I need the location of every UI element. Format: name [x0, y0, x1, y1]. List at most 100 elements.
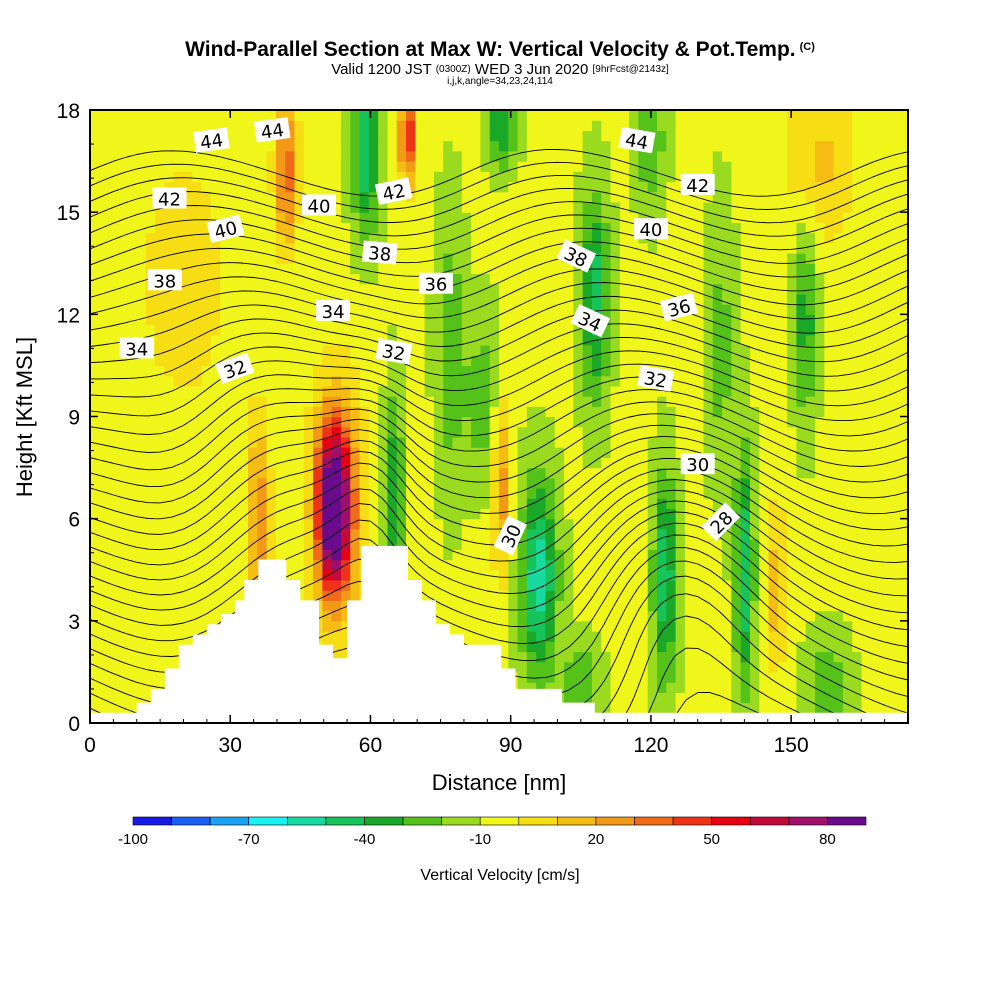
velocity-cell: [591, 620, 602, 632]
velocity-cell: [666, 344, 677, 356]
velocity-cell: [275, 334, 286, 346]
velocity-cell: [331, 375, 342, 387]
velocity-cell: [675, 426, 686, 438]
velocity-cell: [99, 416, 110, 428]
velocity-cell: [378, 467, 389, 479]
velocity-cell: [787, 396, 798, 407]
velocity-cell: [238, 171, 249, 183]
velocity-cell: [499, 222, 509, 234]
velocity-cell: [787, 191, 798, 203]
velocity-cell: [182, 518, 193, 530]
velocity-cell: [564, 263, 574, 275]
velocity-cell: [340, 140, 351, 152]
velocity-cell: [564, 549, 574, 561]
velocity-cell: [722, 620, 732, 632]
velocity-cell: [210, 212, 221, 223]
velocity-cell: [601, 426, 612, 438]
velocity-cell: [229, 232, 240, 244]
velocity-cell: [629, 344, 640, 356]
velocity-cell: [294, 569, 305, 581]
velocity-cell: [815, 457, 825, 469]
velocity-cell: [220, 150, 231, 162]
velocity-cell: [638, 161, 649, 172]
velocity-cell: [657, 498, 667, 510]
velocity-cell: [359, 263, 370, 275]
velocity-cell: [805, 385, 816, 397]
velocity-cell: [768, 253, 779, 264]
velocity-cell: [526, 539, 537, 550]
velocity-cell: [313, 436, 323, 448]
velocity-cell: [182, 293, 193, 305]
velocity-cell: [285, 232, 296, 244]
velocity-cell: [220, 488, 231, 499]
velocity-cell: [777, 161, 788, 172]
velocity-cell: [322, 406, 333, 418]
velocity-cell: [368, 375, 379, 387]
velocity-cell: [368, 130, 379, 142]
velocity-cell: [805, 222, 816, 234]
velocity-cell: [313, 324, 323, 336]
velocity-cell: [536, 590, 547, 601]
velocity-cell: [164, 457, 175, 469]
velocity-cell: [210, 406, 221, 418]
velocity-cell: [619, 579, 630, 591]
velocity-cell: [192, 396, 203, 407]
velocity-cell: [591, 283, 602, 295]
velocity-cell: [842, 263, 853, 275]
velocity-cell: [127, 130, 138, 142]
velocity-cell: [378, 406, 389, 418]
section-params: i,j,k,angle=34,23,24,114: [447, 76, 553, 87]
velocity-cell: [90, 416, 100, 428]
velocity-cell: [303, 304, 314, 315]
velocity-cell: [842, 253, 853, 264]
velocity-cell: [508, 140, 519, 152]
velocity-cell: [749, 385, 760, 397]
velocity-cell: [331, 263, 342, 275]
velocity-cell: [545, 304, 556, 315]
velocity-cell: [285, 201, 296, 213]
velocity-cell: [647, 253, 658, 264]
velocity-cell: [564, 110, 574, 121]
velocity-cell: [443, 396, 454, 407]
velocity-cell: [666, 171, 677, 183]
velocity-cell: [517, 242, 528, 254]
velocity-cell: [145, 631, 156, 642]
velocity-cell: [657, 426, 667, 438]
velocity-cell: [238, 161, 249, 172]
velocity-cell: [424, 365, 435, 377]
velocity-cell: [536, 436, 547, 448]
velocity-cell: [573, 212, 584, 223]
velocity-cell: [331, 222, 342, 234]
velocity-cell: [489, 549, 500, 561]
velocity-cell: [406, 365, 416, 377]
velocity-cell: [322, 590, 333, 601]
velocity-cell: [536, 161, 547, 172]
velocity-cell: [852, 671, 863, 683]
velocity-cell: [824, 365, 835, 377]
velocity-cell: [461, 232, 472, 244]
velocity-cell: [275, 406, 286, 418]
velocity-cell: [508, 324, 519, 336]
velocity-cell: [238, 334, 249, 346]
velocity-cell: [229, 314, 240, 326]
velocity-cell: [136, 569, 147, 581]
velocity-cell: [842, 232, 853, 244]
velocity-cell: [591, 498, 602, 510]
velocity-cell: [322, 498, 333, 510]
velocity-cell: [545, 222, 556, 234]
velocity-cell: [164, 426, 175, 438]
velocity-cell: [248, 201, 258, 213]
velocity-cell: [666, 181, 677, 193]
velocity-cell: [192, 263, 203, 275]
velocity-cell: [340, 365, 351, 377]
velocity-cell: [796, 477, 807, 489]
velocity-cell: [331, 242, 342, 254]
velocity-cell: [359, 222, 370, 234]
velocity-cell: [601, 477, 612, 489]
velocity-cell: [508, 201, 519, 213]
velocity-cell: [554, 355, 565, 367]
velocity-cell: [155, 467, 165, 479]
velocity-cell: [99, 120, 110, 132]
velocity-cell: [489, 631, 500, 642]
velocity-cell: [452, 498, 463, 510]
